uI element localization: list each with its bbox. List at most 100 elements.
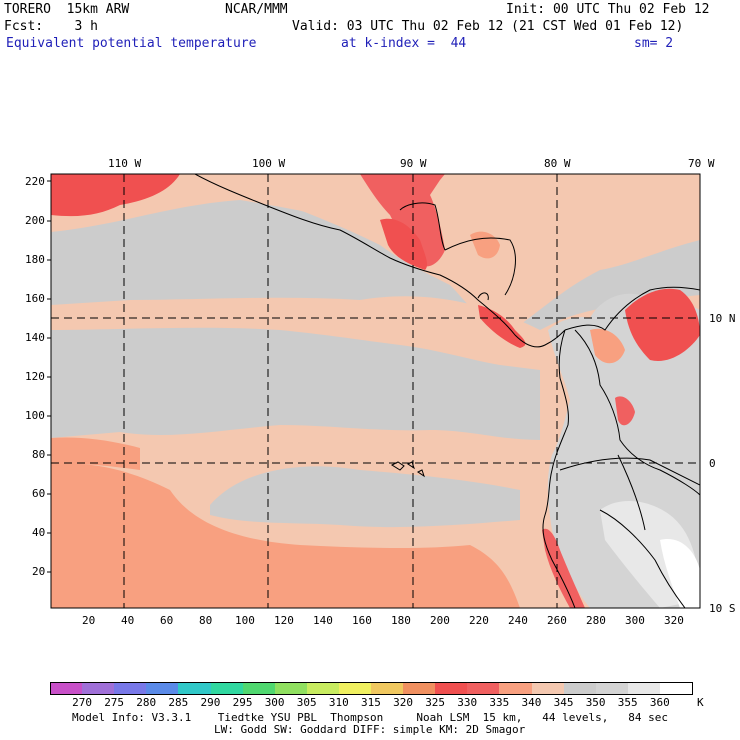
forecast-hour: Fcst: 3 h [4, 19, 98, 34]
colorbar-swatch [435, 682, 468, 695]
y-tick: 160 [25, 292, 45, 305]
x-tick: 20 [82, 614, 96, 627]
hot-spot-guatemala [380, 218, 428, 270]
colorbar-swatch [178, 682, 211, 695]
y-tick: 80 [32, 448, 46, 461]
salmon-band-south [51, 463, 520, 608]
hot-spot-costa-rica [478, 305, 526, 348]
colorbar-swatch [82, 682, 115, 695]
x-tick: 220 [469, 614, 489, 627]
colorbar-label: 295 [232, 696, 253, 709]
colorbar-swatch [467, 682, 500, 695]
x-tick: 200 [430, 614, 450, 627]
colorbar-label: 355 [617, 696, 638, 709]
y-tick: 140 [25, 331, 45, 344]
colorbar-swatch [146, 682, 179, 695]
y-tick: 180 [25, 253, 45, 266]
colorbar-label: 310 [328, 696, 349, 709]
model-name: TORERO 15km ARW [4, 2, 130, 17]
org-name: NCAR/MMM [225, 2, 288, 17]
y-tick: 20 [32, 565, 46, 578]
colorbar-label: 360 [649, 696, 670, 709]
hot-spot-mexico-nw [51, 174, 180, 217]
y-tick: 100 [25, 409, 45, 422]
x-tick: 80 [199, 614, 213, 627]
graticule [51, 174, 700, 608]
x-tick: 180 [391, 614, 411, 627]
colorbar-swatch [114, 682, 147, 695]
colorbar-label: 340 [521, 696, 542, 709]
colorbar-swatch [338, 682, 372, 695]
colorbar-label: 270 [72, 696, 92, 709]
lat-label-10s: 10 S [709, 602, 736, 615]
colorbar-swatch [531, 682, 565, 695]
colorbar-swatch [210, 682, 244, 695]
lon-label-110w: 110 W [108, 157, 142, 170]
colorbar-swatch [595, 682, 629, 695]
hot-spot-colombia-inner [615, 396, 635, 426]
salmon-patch-west [51, 437, 140, 470]
x-tick: 60 [160, 614, 174, 627]
x-tick: 120 [274, 614, 294, 627]
grey-band-south [210, 466, 520, 528]
lon-label-80w: 80 W [544, 157, 571, 170]
salmon-patch-caribbean-2 [590, 328, 625, 364]
colorbar-swatch [659, 682, 694, 695]
colorbar-label: 305 [296, 696, 317, 709]
lon-label-70w: 70 W [688, 157, 715, 170]
init-time: Init: 00 UTC Thu 02 Feb 12 [506, 2, 710, 17]
colorbar-label: 320 [393, 696, 413, 709]
model-info-line1: Model Info: V3.3.1 Tiedtke YSU PBL Thomp… [72, 711, 669, 724]
grey-band-central [51, 327, 540, 440]
map-frame [50, 173, 701, 609]
level-info: at k-index = 44 [341, 36, 467, 51]
y-tick: 220 [25, 175, 45, 188]
lat-label-10n: 10 N [709, 312, 736, 325]
hot-spot-colombia [625, 288, 700, 361]
lon-label-90w: 90 W [400, 157, 427, 170]
x-tick: 260 [547, 614, 567, 627]
hot-spot-peru [542, 528, 585, 608]
valid-time: Valid: 03 UTC Thu 02 Feb 12 (21 CST Wed … [292, 19, 684, 34]
colorbar-swatch [306, 682, 340, 695]
x-tick: 300 [625, 614, 645, 627]
colorbar-label: 275 [104, 696, 125, 709]
lon-label-100w: 100 W [252, 157, 286, 170]
colorbar-unit: K [697, 696, 704, 709]
x-tick: 160 [352, 614, 372, 627]
colorbar-label: 335 [489, 696, 510, 709]
x-tick: 140 [313, 614, 333, 627]
colorbar-swatch [371, 682, 404, 695]
lat-label-0: 0 [709, 457, 716, 470]
colorbar-swatch [563, 682, 597, 695]
colorbar-label: 345 [553, 696, 574, 709]
colorbar-label: 315 [361, 696, 381, 709]
x-tick: 240 [508, 614, 528, 627]
colorbar-swatch [50, 682, 84, 695]
colorbar-swatch [499, 682, 532, 695]
colorbar-swatch [274, 682, 308, 695]
colorbar-swatch [627, 682, 661, 695]
colorbar-label: 280 [136, 696, 157, 709]
colorbar-label: 290 [200, 696, 221, 709]
colorbar-label: 285 [168, 696, 189, 709]
y-tick: 40 [32, 526, 46, 539]
smoothing-info: sm= 2 [634, 36, 674, 51]
y-tick: 120 [25, 370, 45, 383]
colorbar-label: 325 [425, 696, 446, 709]
land-white-patch [660, 539, 700, 608]
colorbar-label: 350 [585, 696, 606, 709]
y-tick: 200 [25, 214, 45, 227]
y-tick: 60 [32, 487, 46, 500]
axis-ticks [47, 180, 51, 573]
model-info-line2: LW: Godd SW: Goddard DIFF: simple KM: 2D… [214, 723, 526, 736]
colorbar-swatch [242, 682, 276, 695]
x-tick: 100 [235, 614, 255, 627]
x-tick: 320 [664, 614, 684, 627]
colorbar-label: 300 [264, 696, 285, 709]
field-name: Equivalent potential temperature [6, 36, 257, 51]
x-tick: 40 [121, 614, 135, 627]
colorbar-swatch [403, 682, 436, 695]
x-tick: 280 [586, 614, 606, 627]
